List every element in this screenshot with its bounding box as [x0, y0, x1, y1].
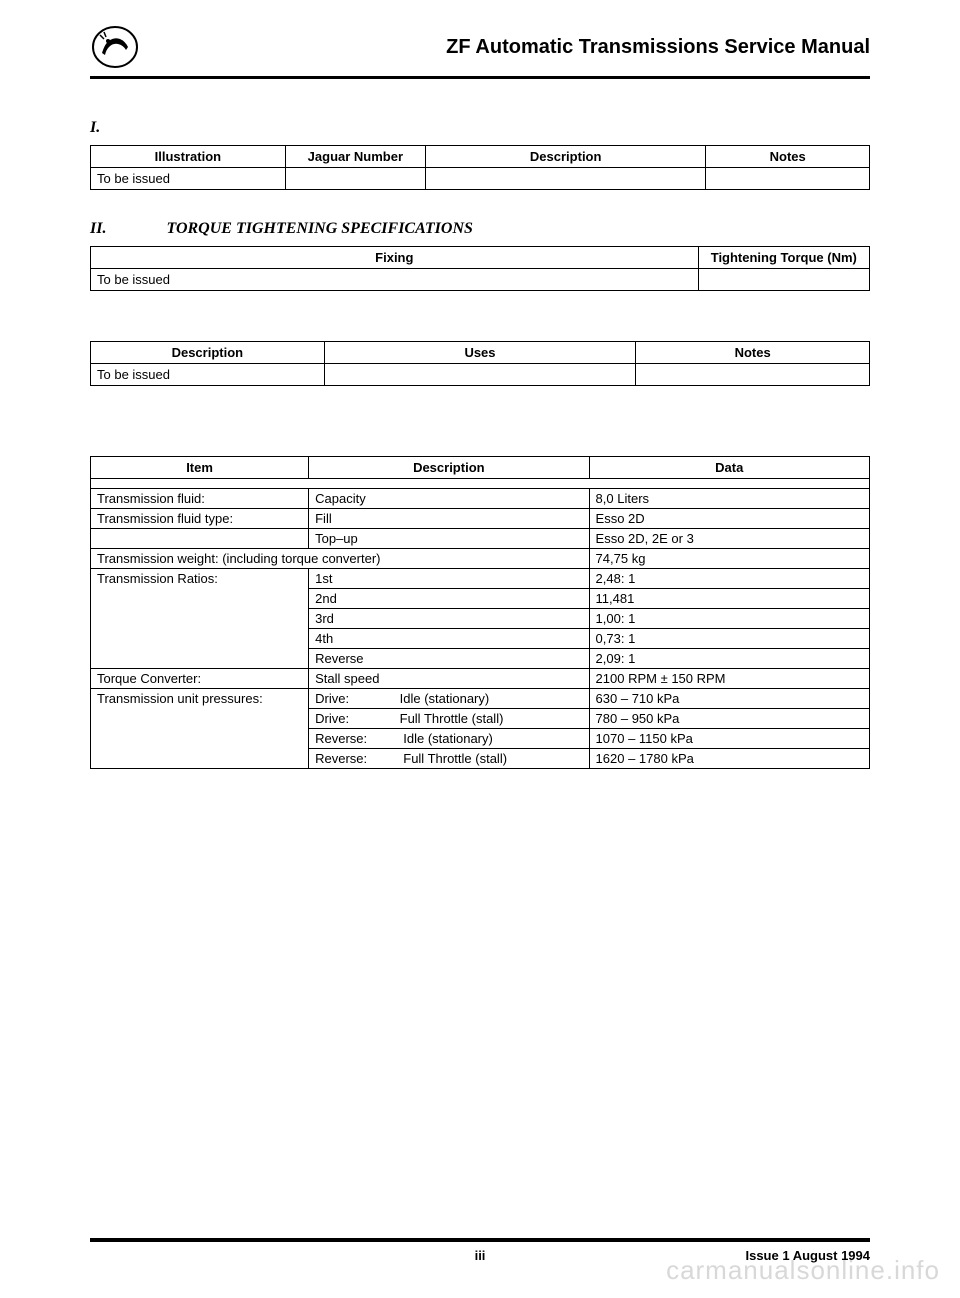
- table-row: Torque Converter: Stall speed 2100 RPM ±…: [91, 669, 870, 689]
- table-row: To be issued: [91, 364, 870, 386]
- table-description-uses: Description Uses Notes To be issued: [90, 341, 870, 386]
- th-tightening-torque: Tightening Torque (Nm): [698, 247, 869, 269]
- section-2-number: II.: [90, 220, 106, 238]
- th-description: Description: [309, 457, 589, 479]
- document-title: ZF Automatic Transmissions Service Manua…: [446, 36, 870, 59]
- th-uses: Uses: [324, 342, 636, 364]
- table-illustration: Illustration Jaguar Number Description N…: [90, 145, 870, 190]
- th-notes: Notes: [706, 146, 870, 168]
- th-jaguar-number: Jaguar Number: [285, 146, 425, 168]
- table-row: Transmission fluid: Capacity 8,0 Liters: [91, 489, 870, 509]
- watermark: carmanualsonline.info: [666, 1255, 940, 1286]
- table-row: Transmission unit pressures: Drive: Idle…: [91, 689, 870, 709]
- section-2-title: TORQUE TIGHTENING SPECIFICATIONS: [166, 220, 472, 238]
- table-row: Transmission Ratios: 1st 2,48: 1: [91, 569, 870, 589]
- th-fixing: Fixing: [91, 247, 699, 269]
- table-row: To be issued: [91, 168, 870, 190]
- jaguar-logo-icon: [90, 25, 140, 70]
- page-number: iii: [350, 1248, 610, 1263]
- section-2-header: II. TORQUE TIGHTENING SPECIFICATIONS: [90, 220, 870, 238]
- table-row: Top–up Esso 2D, 2E or 3: [91, 529, 870, 549]
- th-description: Description: [425, 146, 705, 168]
- section-1-number: I.: [90, 119, 870, 137]
- table-spec-data: Item Description Data Transmission fluid…: [90, 456, 870, 769]
- th-item: Item: [91, 457, 309, 479]
- th-illustration: Illustration: [91, 146, 286, 168]
- th-description: Description: [91, 342, 325, 364]
- th-notes: Notes: [636, 342, 870, 364]
- th-data: Data: [589, 457, 869, 479]
- table-row: To be issued: [91, 269, 870, 291]
- page-header: ZF Automatic Transmissions Service Manua…: [90, 25, 870, 79]
- spacer-row: [91, 479, 870, 489]
- table-torque: Fixing Tightening Torque (Nm) To be issu…: [90, 246, 870, 291]
- table-row: Transmission weight: (including torque c…: [91, 549, 870, 569]
- table-row: Transmission fluid type: Fill Esso 2D: [91, 509, 870, 529]
